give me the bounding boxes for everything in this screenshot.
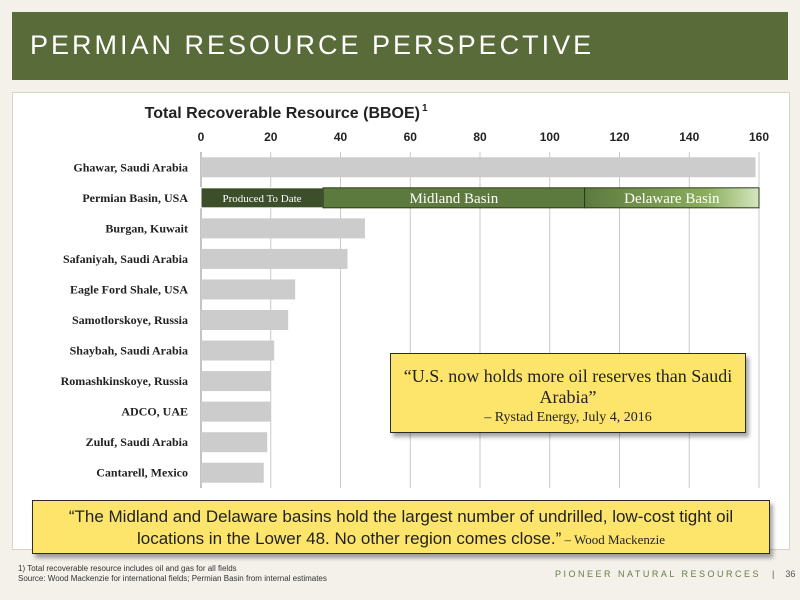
x-tick-label: 0 bbox=[198, 130, 205, 144]
category-label: Romashkinskoye, Russia bbox=[61, 374, 188, 388]
category-label: ADCO, UAE bbox=[121, 405, 188, 419]
x-tick-label: 140 bbox=[679, 130, 699, 144]
x-tick-label: 160 bbox=[749, 130, 769, 144]
rystad-quote-attribution: – Rystad Energy, July 4, 2016 bbox=[391, 410, 745, 426]
brand-footer: PIONEER NATURAL RESOURCES | 36 bbox=[555, 569, 795, 579]
wood-mackenzie-quote-box: “The Midland and Delaware basins hold th… bbox=[32, 500, 770, 554]
x-tick-label: 60 bbox=[404, 130, 418, 144]
rystad-quote-text: “U.S. now holds more oil reserves than S… bbox=[391, 366, 745, 408]
bar bbox=[201, 371, 271, 391]
x-tick-label: 20 bbox=[264, 130, 278, 144]
wood-mackenzie-quote-attribution: – Wood Mackenzie bbox=[561, 532, 665, 547]
category-label: Permian Basin, USA bbox=[82, 191, 188, 205]
bar bbox=[201, 310, 288, 330]
permian-segment-label: Midland Basin bbox=[409, 191, 498, 207]
x-tick-label: 120 bbox=[609, 130, 629, 144]
rystad-quote-box: “U.S. now holds more oil reserves than S… bbox=[390, 353, 746, 433]
brand-name: PIONEER NATURAL RESOURCES bbox=[555, 569, 761, 579]
category-label: Burgan, Kuwait bbox=[105, 221, 188, 235]
page-separator: | bbox=[772, 569, 774, 579]
category-label: Zuluf, Saudi Arabia bbox=[86, 435, 188, 449]
x-tick-label: 40 bbox=[334, 130, 348, 144]
bar bbox=[201, 279, 295, 299]
category-label: Safaniyah, Saudi Arabia bbox=[63, 252, 188, 266]
category-label: Shaybah, Saudi Arabia bbox=[70, 344, 188, 358]
bar bbox=[201, 432, 267, 452]
category-label: Eagle Ford Shale, USA bbox=[70, 282, 188, 296]
footnote-source: Source: Wood Mackenzie for international… bbox=[18, 574, 327, 584]
x-tick-label: 80 bbox=[473, 130, 487, 144]
bar bbox=[201, 249, 347, 269]
bar bbox=[201, 402, 271, 422]
chart-title: Total Recoverable Resource (BBOE) bbox=[145, 105, 420, 122]
category-label: Samotlorskoye, Russia bbox=[72, 313, 188, 327]
page-number: 36 bbox=[785, 569, 795, 579]
bar bbox=[201, 463, 264, 483]
chart-title-superscript: 1 bbox=[422, 103, 428, 114]
category-label: Cantarell, Mexico bbox=[96, 466, 188, 480]
bar bbox=[201, 157, 756, 177]
footnotes: 1) Total recoverable resource includes o… bbox=[18, 564, 327, 584]
bar bbox=[201, 341, 274, 361]
category-label: Ghawar, Saudi Arabia bbox=[73, 160, 188, 174]
permian-segment-label: Delaware Basin bbox=[624, 191, 720, 207]
permian-segment-label: Produced To Date bbox=[223, 193, 302, 205]
x-tick-label: 100 bbox=[540, 130, 560, 144]
bar bbox=[201, 218, 365, 238]
footnote-1: 1) Total recoverable resource includes o… bbox=[18, 564, 327, 574]
